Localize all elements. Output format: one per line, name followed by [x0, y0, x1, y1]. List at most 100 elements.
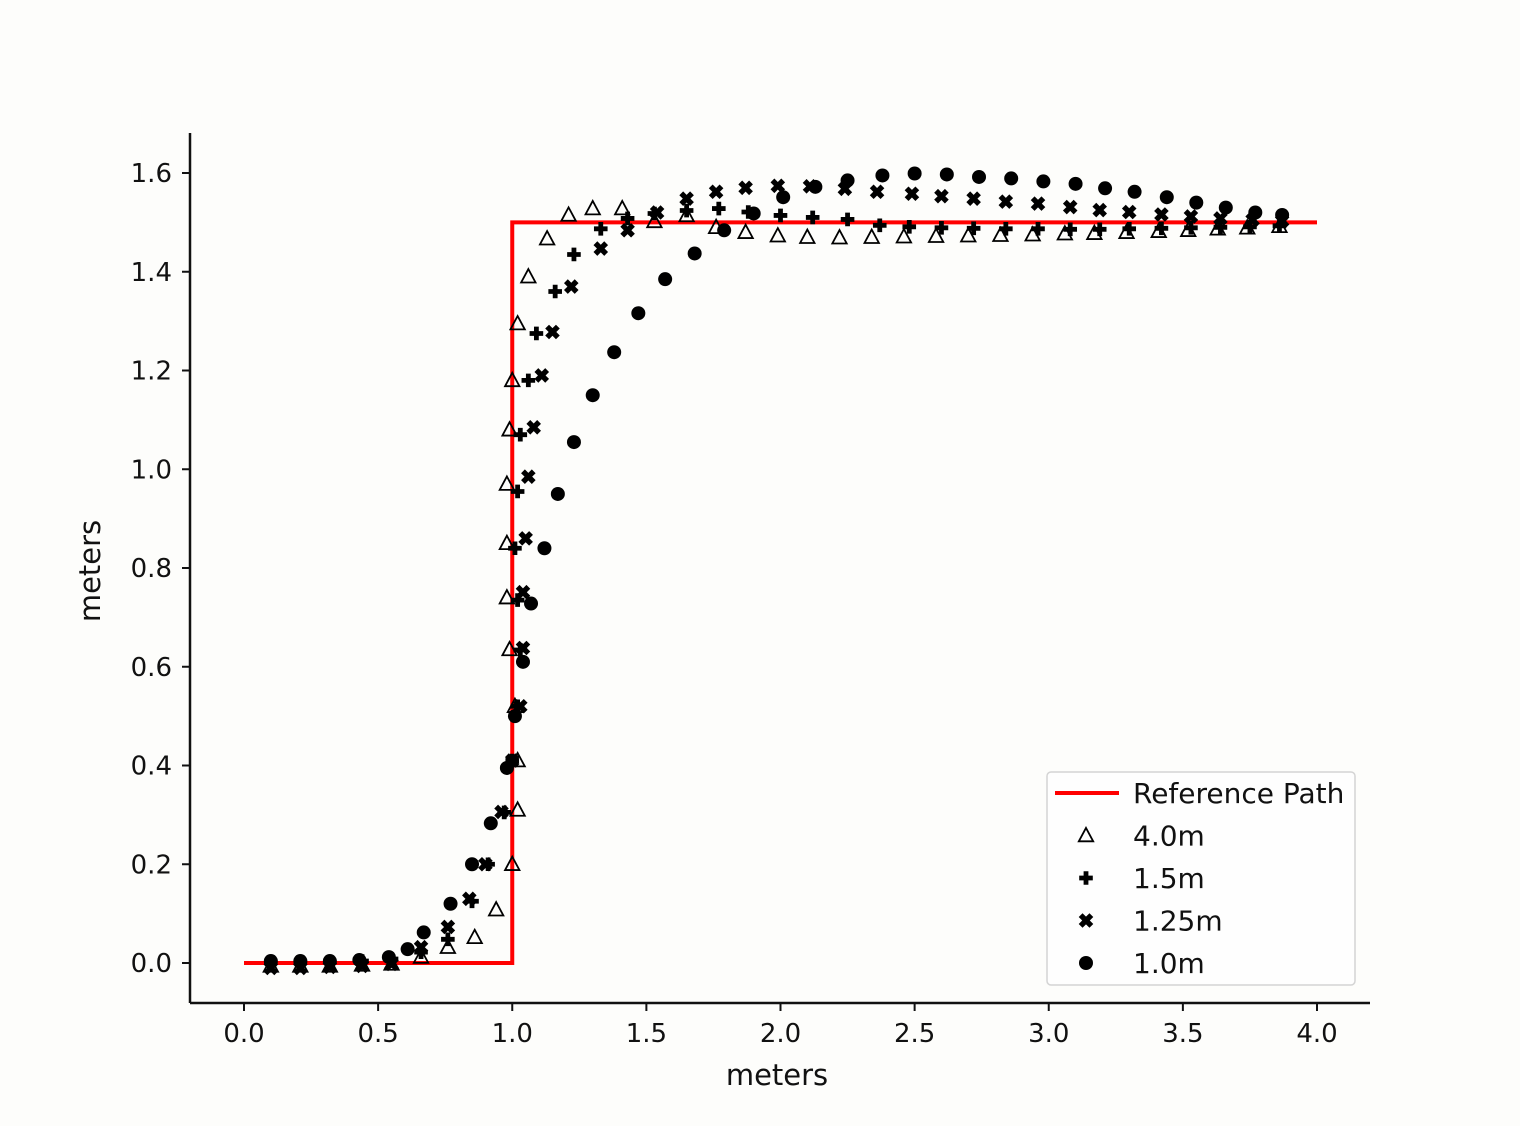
data-point-4.0m [677, 205, 696, 223]
y-tick-label: 0.6 [131, 653, 172, 683]
x-tick-label: 3.5 [1162, 1019, 1203, 1049]
data-point-1.5m [513, 427, 528, 442]
data-point-1.5m [966, 221, 981, 236]
y-tick-label: 0.0 [131, 949, 172, 979]
data-point-1.25m [679, 191, 694, 206]
data-point-1.0m [537, 541, 552, 556]
data-point-1.25m [515, 640, 531, 656]
data-point-1.5m [1031, 221, 1045, 236]
y-tick-label: 1.2 [131, 357, 172, 387]
data-point-4.0m [798, 227, 817, 244]
data-point-4.0m [613, 199, 631, 216]
data-point-1.0m [263, 954, 278, 969]
y-axis-label: meters [73, 520, 107, 622]
data-point-1.0m [1159, 190, 1174, 205]
legend-marker-1.5m [1079, 871, 1093, 885]
x-tick-label: 2.5 [894, 1019, 935, 1049]
legend-label: 1.0m [1133, 947, 1205, 980]
data-point-1.5m [902, 220, 917, 234]
data-point-1.5m [1122, 221, 1137, 236]
data-point-1.0m [499, 760, 514, 775]
data-point-1.5m [712, 201, 726, 216]
data-point-1.0m [465, 857, 480, 872]
data-point-1.0m [1098, 181, 1113, 196]
data-point-1.0m [746, 206, 761, 221]
data-point-4.0m [503, 854, 521, 871]
data-point-1.25m [1213, 211, 1228, 226]
data-point-1.0m [939, 167, 954, 182]
y-tick-label: 0.8 [131, 554, 172, 584]
data-point-1.5m [805, 210, 820, 225]
data-point-1.0m [524, 596, 539, 611]
data-point-1.25m [1121, 204, 1137, 220]
data-point-1.0m [875, 168, 890, 183]
data-point-1.25m [518, 531, 533, 546]
data-point-1.0m [607, 345, 622, 360]
data-point-4.0m [538, 229, 556, 246]
data-point-4.0m [645, 211, 664, 229]
data-point-4.0m [736, 222, 755, 239]
data-point-1.5m [1063, 222, 1078, 237]
data-point-1.0m [658, 272, 673, 287]
data-point-1.25m [515, 584, 531, 600]
data-point-1.0m [416, 925, 431, 940]
data-point-1.25m [649, 205, 665, 220]
data-point-1.5m [999, 221, 1013, 236]
axis-ticks: 0.0 0.5 1.0 1.5 2.0 2.5 3.0 3.5 4.0 0.0 0.2 0.4 0.6 0… [131, 159, 1338, 1049]
data-point-1.0m [776, 190, 791, 205]
data-point-1.0m [1004, 171, 1019, 186]
data-point-1.25m [545, 324, 560, 340]
data-point-1.5m [593, 221, 608, 236]
x-tick-label: 2.0 [760, 1019, 801, 1049]
data-point-1.0m [717, 223, 732, 238]
data-point-1.25m [1062, 199, 1078, 215]
x-tick-label: 0.5 [357, 1019, 398, 1049]
data-point-1.25m [1092, 202, 1108, 218]
data-point-1.5m [521, 373, 536, 388]
data-point-1.0m [352, 953, 367, 968]
data-point-4.0m [498, 533, 516, 551]
data-point-4.0m [830, 228, 849, 245]
data-point-1.25m [526, 419, 541, 435]
data-point-1.0m [585, 388, 600, 403]
data-point-1.25m [738, 180, 753, 196]
data-point-4.0m [500, 420, 519, 437]
data-point-4.0m [439, 937, 457, 954]
data-point-1.25m [966, 191, 981, 206]
data-point-1.0m [443, 896, 458, 911]
x-tick-label: 1.0 [492, 1019, 533, 1049]
data-point-1.25m [462, 891, 477, 907]
x-tick-label: 0.0 [223, 1019, 264, 1049]
data-point-4.0m [465, 927, 484, 945]
data-point-4.0m [503, 370, 521, 388]
legend: Reference Path 4.0m 1.5m 1.25m 1.0m [1046, 771, 1356, 986]
data-point-1.0m [840, 173, 855, 188]
legend-label: 1.25m [1133, 905, 1223, 938]
series-1.0m [263, 166, 1290, 969]
data-point-1.0m [1127, 184, 1142, 199]
data-point-1.5m [1213, 220, 1228, 235]
x-axis-label: meters [726, 1058, 828, 1092]
x-tick-label: 1.5 [626, 1019, 667, 1049]
legend-marker-1.0m [1079, 956, 1093, 970]
y-tick-label: 1.4 [131, 258, 172, 288]
data-point-1.0m [972, 169, 987, 184]
data-point-1.25m [521, 469, 536, 484]
data-point-4.0m [508, 314, 527, 331]
legend-entries: Reference Path 4.0m 1.5m 1.25m 1.0m [1055, 777, 1344, 980]
data-point-1.5m [620, 211, 635, 226]
data-point-1.0m [381, 950, 396, 965]
data-point-1.5m [934, 221, 949, 235]
x-tick-label: 4.0 [1296, 1019, 1337, 1049]
data-point-1.5m [510, 593, 525, 607]
data-point-1.25m [494, 804, 509, 820]
data-point-4.0m [500, 639, 519, 657]
data-point-1.5m [1184, 221, 1198, 235]
data-point-1.25m [413, 939, 429, 955]
data-point-1.25m [1030, 196, 1046, 211]
data-point-1.0m [1036, 174, 1051, 189]
data-point-1.25m [534, 368, 550, 383]
data-point-1.0m [1068, 176, 1083, 191]
data-point-1.5m [441, 932, 455, 947]
